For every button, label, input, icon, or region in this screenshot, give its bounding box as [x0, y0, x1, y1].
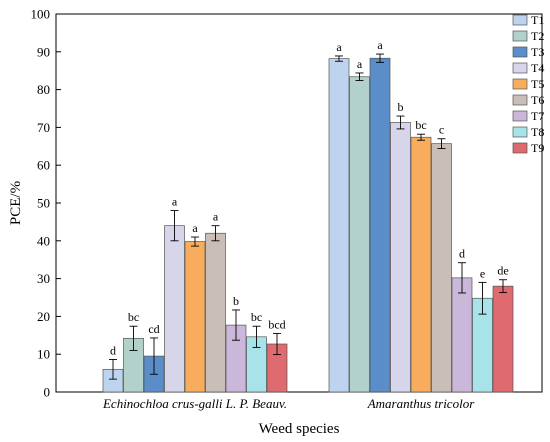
significance-label: cd: [148, 322, 159, 336]
legend-swatch: [512, 110, 528, 122]
bar: [349, 76, 370, 393]
significance-label: a: [357, 57, 363, 71]
significance-label: d: [110, 343, 116, 357]
bar: [184, 241, 206, 393]
legend-swatch: [512, 46, 528, 58]
significance-label: bcd: [268, 317, 285, 331]
significance-label: bc: [251, 310, 262, 324]
y-tick-label: 30: [37, 271, 50, 286]
bars: [102, 53, 514, 393]
x-axis-label: Weed species: [259, 421, 340, 437]
significance-label: a: [192, 221, 198, 235]
legend-label: T4: [531, 61, 544, 75]
y-tick-label: 90: [37, 44, 50, 59]
legend-label: T7: [531, 109, 544, 123]
significance-label: c: [439, 123, 444, 137]
significance-label: a: [336, 40, 342, 54]
bar: [431, 143, 452, 393]
bar: [492, 285, 514, 393]
bar: [451, 277, 473, 393]
legend-swatch: [512, 126, 528, 138]
bar: [410, 136, 432, 393]
legend-swatch: [512, 142, 528, 154]
legend-swatch: [512, 78, 528, 90]
bar: [164, 225, 185, 393]
legend-label: T3: [531, 45, 544, 59]
legend-label: T2: [531, 29, 544, 43]
significance-label: a: [213, 210, 219, 224]
bar: [328, 58, 350, 393]
y-tick-label: 10: [37, 347, 50, 362]
significance-label: d: [459, 247, 465, 261]
y-tick-label: 50: [37, 196, 50, 211]
x-tick-label: Echinochloa crus-galli L. P. Beauv.: [102, 396, 287, 411]
legend-label: T5: [531, 77, 544, 91]
y-tick-label: 100: [31, 7, 51, 22]
y-tick-label: 20: [37, 309, 50, 324]
legend-swatch: [512, 62, 528, 74]
significance-label: b: [233, 294, 239, 308]
significance-label: a: [377, 38, 383, 52]
axes: 0 10 20 30 40 50 60 70 80 90 100 Echinochloa crus-g…: [31, 7, 543, 411]
significance-label: e: [480, 266, 485, 280]
legend-swatch: [512, 94, 528, 106]
legend-label: T1: [531, 13, 544, 27]
y-tick-label: 70: [37, 120, 50, 135]
y-axis-label: PCE/%: [8, 181, 24, 225]
significance-label: bc: [128, 310, 139, 324]
significance-label: de: [497, 264, 508, 278]
significance-label: bc: [415, 118, 426, 132]
legend-label: T9: [531, 141, 544, 155]
legend-label: T8: [531, 125, 544, 139]
significance-label: b: [398, 100, 404, 114]
bar: [390, 122, 411, 393]
y-tick-label: 60: [37, 158, 50, 173]
legend-swatch: [512, 14, 528, 26]
legend-label: T6: [531, 93, 544, 107]
bar: [205, 232, 226, 393]
significance-label: a: [172, 195, 178, 209]
legend: T1 T2 T3 T4 T5 T6 T7 T8 T9: [512, 13, 544, 155]
x-tick-label: Amaranthus tricolor: [367, 396, 475, 411]
y-tick-label: 0: [44, 385, 51, 400]
legend-swatch: [512, 30, 528, 42]
bar: [369, 57, 391, 393]
y-tick-label: 40: [37, 233, 50, 248]
y-tick-label: 80: [37, 82, 50, 97]
